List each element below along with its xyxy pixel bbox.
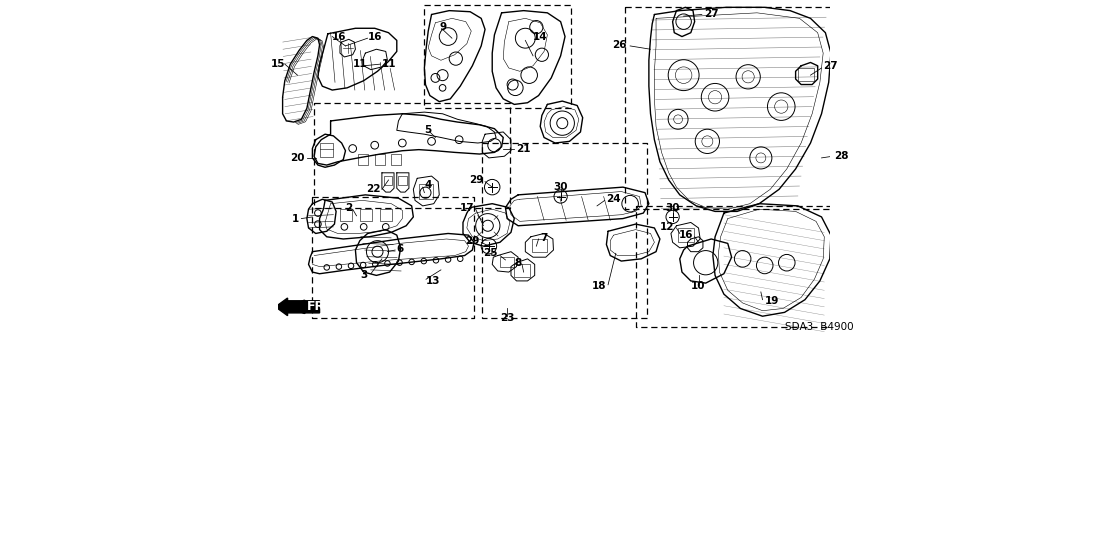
- Text: 7: 7: [541, 233, 547, 243]
- Bar: [678, 228, 694, 242]
- Text: 24: 24: [606, 194, 620, 204]
- Bar: [375, 154, 384, 165]
- Text: 6: 6: [397, 244, 404, 254]
- Bar: [391, 154, 401, 165]
- Text: 26: 26: [613, 40, 627, 50]
- Bar: [532, 239, 547, 252]
- Bar: [798, 68, 814, 81]
- Text: 16: 16: [678, 230, 692, 240]
- Text: 11: 11: [381, 59, 396, 69]
- Bar: [514, 264, 530, 276]
- Bar: [383, 175, 392, 185]
- Text: 8: 8: [515, 258, 522, 268]
- Text: 1: 1: [291, 213, 299, 223]
- Text: 14: 14: [533, 32, 547, 41]
- FancyArrow shape: [276, 298, 319, 316]
- Bar: [500, 257, 514, 267]
- Bar: [399, 175, 407, 185]
- Text: SDA3- B4900: SDA3- B4900: [784, 322, 853, 332]
- Text: 11: 11: [353, 59, 368, 69]
- Text: 2: 2: [346, 202, 352, 212]
- Text: 13: 13: [427, 276, 441, 286]
- Text: FR.: FR.: [307, 300, 330, 313]
- Text: 12: 12: [659, 222, 675, 232]
- Bar: [340, 209, 352, 221]
- Bar: [358, 154, 368, 165]
- Text: 29: 29: [469, 175, 483, 185]
- Text: 3: 3: [360, 270, 368, 280]
- Text: 27: 27: [823, 61, 838, 71]
- Text: 23: 23: [500, 314, 514, 324]
- Text: 15: 15: [270, 59, 285, 69]
- Text: 30: 30: [665, 202, 680, 212]
- Text: 27: 27: [704, 9, 719, 19]
- Text: 20: 20: [290, 153, 305, 163]
- Bar: [360, 209, 372, 221]
- Bar: [380, 209, 392, 221]
- Text: 10: 10: [691, 281, 706, 291]
- Text: 21: 21: [516, 144, 531, 154]
- Text: 9: 9: [439, 22, 447, 32]
- Text: 29: 29: [465, 236, 480, 246]
- Text: 16: 16: [368, 32, 382, 41]
- Text: 4: 4: [424, 180, 432, 190]
- Text: 5: 5: [424, 126, 431, 135]
- Text: 19: 19: [765, 296, 779, 306]
- Text: 25: 25: [483, 248, 497, 258]
- Text: 16: 16: [332, 32, 347, 41]
- Bar: [319, 143, 334, 157]
- Text: 18: 18: [592, 281, 606, 291]
- Text: 30: 30: [553, 182, 568, 192]
- Text: 22: 22: [366, 184, 380, 194]
- Text: 17: 17: [460, 202, 474, 212]
- Text: 28: 28: [834, 152, 849, 161]
- Bar: [419, 184, 432, 199]
